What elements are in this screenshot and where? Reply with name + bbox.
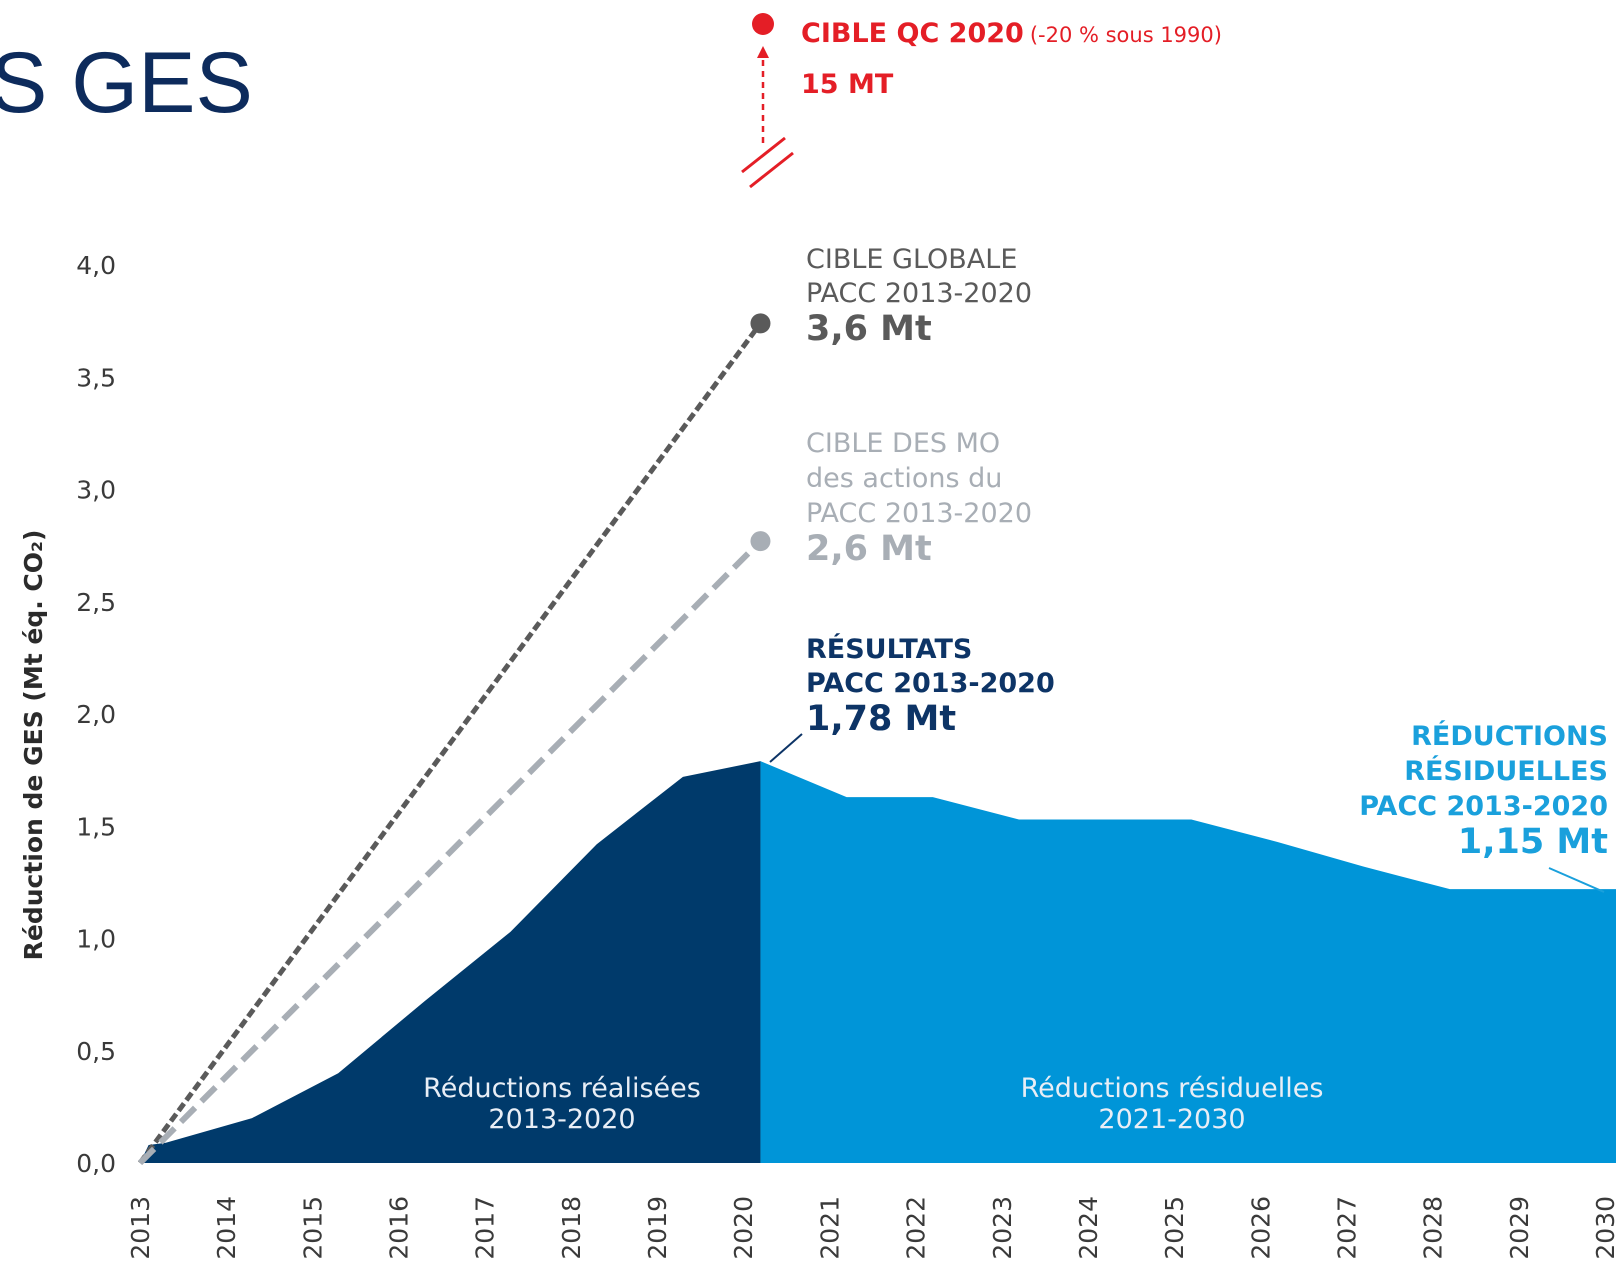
y-tick-label: 1,0	[76, 925, 116, 954]
residual-line3: PACC 2013-2020	[1359, 791, 1608, 822]
qc-target-title: CIBLE QC 2020	[801, 18, 1024, 49]
global-target-annotation: CIBLE GLOBALE PACC 2013-2020 3,6 Mt	[806, 244, 1032, 349]
mo-target-annotation: CIBLE DES MO des actions du PACC 2013-20…	[806, 428, 1032, 569]
x-tick-label: 2028	[1419, 1196, 1448, 1260]
y-tick-label: 0,5	[76, 1037, 116, 1066]
results-leader-line	[769, 733, 803, 763]
residual-area-label-line2: 2021-2030	[1098, 1104, 1245, 1135]
x-tick-label: 2021	[815, 1196, 844, 1260]
realized-area-label-line2: 2013-2020	[488, 1104, 635, 1135]
mo-target-line3: PACC 2013-2020	[806, 498, 1032, 529]
y-tick-label: 0,0	[76, 1149, 116, 1178]
qc-target-label: CIBLE QC 2020 (-20 % sous 1990)	[801, 18, 1222, 49]
global-target-line	[137, 321, 763, 1165]
residual-annotation: RÉDUCTIONS RÉSIDUELLES PACC 2013-2020 1,…	[1359, 720, 1608, 893]
x-tick-label: 2016	[385, 1196, 414, 1260]
y-tick-label: 3,5	[76, 363, 116, 392]
x-tick-label: 2027	[1332, 1196, 1361, 1260]
residual-line2: RÉSIDUELLES	[1404, 755, 1608, 787]
mo-target-value: 2,6 Mt	[806, 529, 932, 569]
x-tick-label: 2013	[126, 1196, 155, 1260]
qc-target-note: (-20 % sous 1990)	[1030, 23, 1222, 47]
mo-target-line1: CIBLE DES MO	[806, 428, 1000, 459]
results-line2: PACC 2013-2020	[806, 668, 1055, 699]
x-tick-label: 2030	[1591, 1196, 1616, 1260]
axis-break-mark-2	[749, 151, 794, 189]
residual-leader-line	[1548, 867, 1605, 893]
qc-target-value: 15 MT	[801, 69, 894, 100]
y-tick-label: 2,0	[76, 700, 116, 729]
results-annotation: RÉSULTATS PACC 2013-2020 1,78 Mt	[769, 633, 1055, 763]
residual-value: 1,15 Mt	[1458, 822, 1608, 862]
residual-line1: RÉDUCTIONS	[1411, 720, 1608, 752]
x-tick-label: 2020	[729, 1196, 758, 1260]
results-line1: RÉSULTATS	[806, 633, 972, 665]
global-target-value: 3,6 Mt	[806, 309, 932, 349]
x-tick-label: 2026	[1246, 1196, 1275, 1260]
x-tick-label: 2024	[1074, 1196, 1103, 1260]
x-tick-label: 2029	[1505, 1196, 1534, 1260]
qc-target-dot	[752, 13, 774, 35]
page-title: S GES	[0, 35, 253, 131]
x-tick-label: 2022	[902, 1196, 931, 1260]
mo-target-line2: des actions du	[806, 463, 1002, 494]
residual-reductions-area	[760, 761, 1616, 1163]
x-ticks-group: 2013 2014 2015 2016 2017 2018 2019 2020 2021 2022…	[126, 1196, 1616, 1260]
x-tick-label: 2014	[212, 1196, 241, 1260]
global-target-line2: PACC 2013-2020	[806, 278, 1032, 309]
y-tick-label: 2,5	[76, 588, 116, 617]
mo-target-line-end-dot	[750, 531, 771, 552]
x-tick-label: 2025	[1160, 1196, 1189, 1260]
x-tick-label: 2023	[988, 1196, 1017, 1260]
area-series-group	[140, 761, 1616, 1163]
global-target-line-end-dot	[750, 313, 771, 334]
realized-area-label-line1: Réductions réalisées	[423, 1073, 701, 1104]
global-target-line1: CIBLE GLOBALE	[806, 244, 1017, 275]
residual-area-label-line1: Réductions résiduelles	[1021, 1073, 1324, 1104]
qc-target-marker	[741, 13, 794, 189]
y-tick-label: 3,0	[76, 476, 116, 505]
qc-target-arrow-icon	[757, 46, 769, 58]
realized-reductions-area	[140, 761, 761, 1163]
x-tick-label: 2019	[643, 1196, 672, 1260]
y-tick-label: 4,0	[76, 251, 116, 280]
target-lines-group	[137, 313, 771, 1166]
mo-target-line	[137, 539, 763, 1166]
axis-break-mark-1	[741, 136, 786, 174]
y-ticks-group: 0,0 0,5 1,0 1,5 2,0 2,5 3,0 3,5 4,0	[76, 251, 116, 1178]
x-tick-label: 2018	[557, 1196, 586, 1260]
x-tick-label: 2015	[298, 1196, 327, 1260]
y-axis-label: Réduction de GES (Mt éq. CO₂)	[19, 530, 48, 961]
x-tick-label: 2017	[471, 1196, 500, 1260]
y-tick-label: 1,5	[76, 812, 116, 841]
results-value: 1,78 Mt	[806, 699, 956, 739]
